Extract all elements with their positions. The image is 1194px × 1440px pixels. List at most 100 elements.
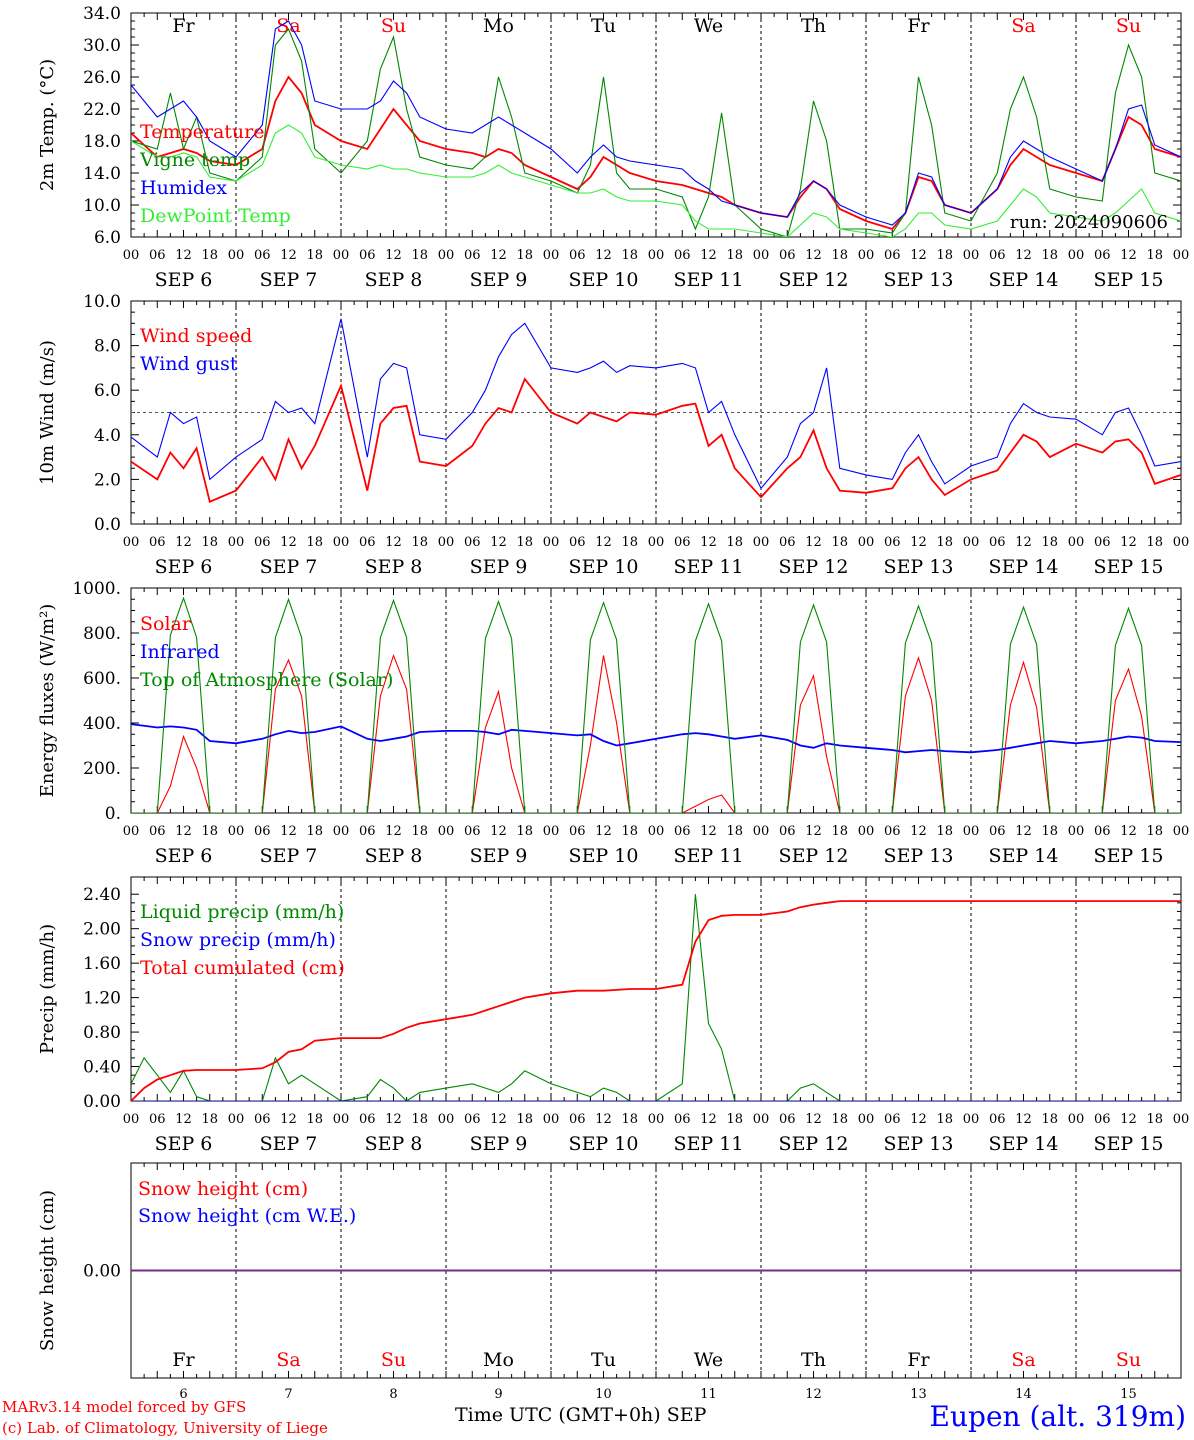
legend-label-2: Top of Atmosphere (Solar) xyxy=(140,669,393,691)
hour-tick-label: 18 xyxy=(726,824,743,839)
y-tick-label: 0.40 xyxy=(83,1058,121,1078)
hour-tick-label: 06 xyxy=(359,248,376,263)
date-label: SEP 14 xyxy=(989,269,1059,291)
y-tick-label: 2.0 xyxy=(94,470,121,490)
date-label: SEP 6 xyxy=(155,1133,213,1155)
hour-tick-label: 06 xyxy=(254,248,271,263)
hour-tick-label: 18 xyxy=(306,535,323,550)
legend-label-1: Snow height (cm W.E.) xyxy=(138,1205,356,1227)
hour-tick-label: 12 xyxy=(175,535,192,550)
day-name-label: Sa xyxy=(1011,1349,1035,1371)
hour-tick-label: 06 xyxy=(569,248,586,263)
hour-tick-label: 06 xyxy=(884,1112,901,1127)
hour-tick-label: 12 xyxy=(385,248,402,263)
hour-tick-label: 12 xyxy=(805,248,822,263)
hour-tick-label: 06 xyxy=(989,1112,1006,1127)
hour-tick-label: 12 xyxy=(1120,824,1137,839)
hour-tick-label: 06 xyxy=(149,248,166,263)
hour-tick-label: 00 xyxy=(648,248,665,263)
hour-tick-label: 06 xyxy=(359,824,376,839)
series-line-3 xyxy=(131,124,1181,237)
y-axis-label: Energy fluxes (W/m²) xyxy=(37,604,58,798)
date-label: SEP 6 xyxy=(155,845,213,867)
hour-tick-label: 00 xyxy=(858,248,875,263)
day-name-label: Fr xyxy=(907,1349,930,1371)
hour-tick-label: 00 xyxy=(333,248,350,263)
y-tick-label: 22.0 xyxy=(83,100,121,120)
hour-tick-label: 06 xyxy=(1094,824,1111,839)
day-name-label: Tu xyxy=(591,1349,616,1371)
day-name-label: We xyxy=(694,1349,723,1371)
hour-tick-label: 06 xyxy=(674,824,691,839)
hour-tick-label: 06 xyxy=(989,535,1006,550)
hour-tick-label: 12 xyxy=(280,248,297,263)
day-name-label: Su xyxy=(1116,1349,1141,1371)
hour-tick-label: 12 xyxy=(490,535,507,550)
hour-tick-label: 18 xyxy=(306,824,323,839)
hour-tick-label: 00 xyxy=(123,535,140,550)
panel-frame xyxy=(130,587,1182,814)
hour-tick-label: 06 xyxy=(254,535,271,550)
series-line-1 xyxy=(131,723,1181,754)
legend-label-1: Infrared xyxy=(140,641,220,663)
hour-tick-label: 06 xyxy=(149,535,166,550)
y-axis-label: Snow height (cm) xyxy=(37,1190,58,1351)
y-axis-label: Precip (mm/h) xyxy=(37,924,58,1054)
date-label: SEP 6 xyxy=(155,269,213,291)
hour-tick-label: 18 xyxy=(621,248,638,263)
hour-tick-label: 00 xyxy=(543,248,560,263)
legend-label-1: Snow precip (mm/h) xyxy=(140,929,336,951)
y-tick-label: 18.0 xyxy=(83,132,121,152)
hour-tick-label: 00 xyxy=(123,248,140,263)
hour-tick-label: 18 xyxy=(1146,824,1163,839)
y-tick-label: 10.0 xyxy=(83,292,121,312)
hour-tick-label: 12 xyxy=(175,824,192,839)
hour-tick-label: 18 xyxy=(726,248,743,263)
y-axis-label: 2m Temp. (°C) xyxy=(37,59,58,191)
station-label: Eupen (alt. 319m) xyxy=(929,1400,1186,1433)
hour-tick-label: 12 xyxy=(700,1112,717,1127)
y-tick-label: 6.0 xyxy=(94,381,121,401)
hour-tick-label: 12 xyxy=(1015,1112,1032,1127)
hour-tick-label: 06 xyxy=(989,248,1006,263)
hour-tick-label: 12 xyxy=(595,824,612,839)
hour-tick-label: 12 xyxy=(910,535,927,550)
hour-tick-label: 12 xyxy=(1120,1112,1137,1127)
date-label: SEP 10 xyxy=(569,556,639,578)
day-name-label: Fr xyxy=(172,1349,195,1371)
date-label: SEP 10 xyxy=(569,845,639,867)
y-tick-label: 600. xyxy=(83,669,121,689)
hour-tick-label: 12 xyxy=(805,535,822,550)
day-name-label: Fr xyxy=(907,15,930,37)
hour-tick-label: 00 xyxy=(648,824,665,839)
hour-tick-label: 00 xyxy=(543,824,560,839)
hour-tick-label: 00 xyxy=(963,535,980,550)
hour-tick-label: 18 xyxy=(411,1112,428,1127)
legend-label-1: Wind gust xyxy=(140,353,238,375)
hour-tick-label: 12 xyxy=(700,535,717,550)
day-name-label: Tu xyxy=(591,15,616,37)
hour-tick-label: 00 xyxy=(1173,535,1190,550)
hour-tick-label: 12 xyxy=(1015,248,1032,263)
y-tick-label: 2.40 xyxy=(83,885,121,905)
hour-tick-label: 18 xyxy=(201,248,218,263)
hour-tick-label: 06 xyxy=(359,1112,376,1127)
hour-tick-label: 06 xyxy=(149,1112,166,1127)
hour-tick-label: 00 xyxy=(1173,1112,1190,1127)
hour-tick-label: 12 xyxy=(280,535,297,550)
day-number-label: 11 xyxy=(700,1387,717,1402)
hour-tick-label: 18 xyxy=(1041,535,1058,550)
date-label: SEP 9 xyxy=(470,1133,528,1155)
y-tick-label: 0. xyxy=(105,804,121,824)
legend-label-0: Temperature xyxy=(140,121,264,143)
hour-tick-label: 12 xyxy=(700,824,717,839)
y-tick-label: 400. xyxy=(83,714,121,734)
date-label: SEP 13 xyxy=(884,269,954,291)
legend-label-0: Wind speed xyxy=(140,325,252,347)
date-label: SEP 14 xyxy=(989,1133,1059,1155)
hour-tick-label: 00 xyxy=(438,1112,455,1127)
hour-tick-label: 00 xyxy=(123,1112,140,1127)
series-line-1 xyxy=(131,318,1181,490)
hour-tick-label: 06 xyxy=(779,248,796,263)
y-tick-label: 200. xyxy=(83,759,121,779)
